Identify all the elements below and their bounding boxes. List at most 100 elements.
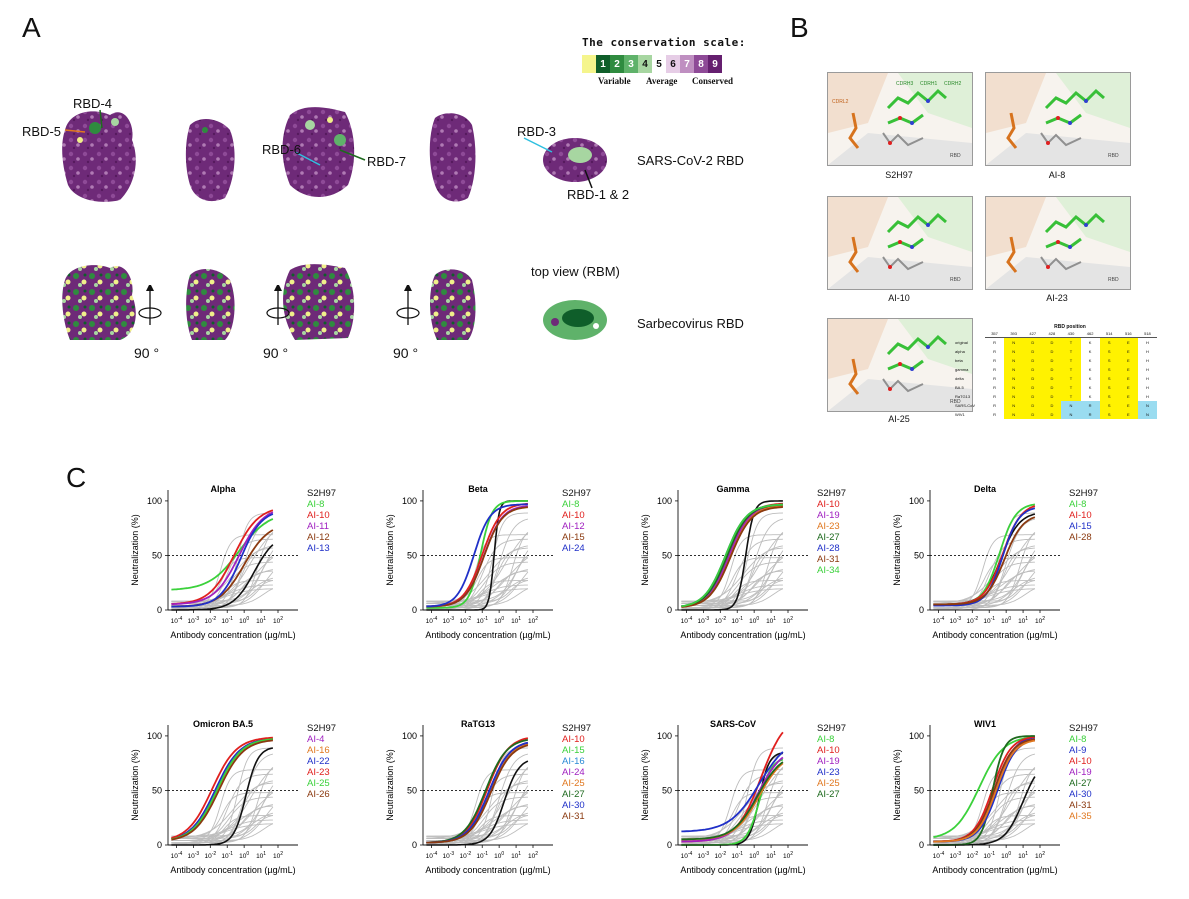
rotate-arrow-icon <box>138 285 162 325</box>
svg-text:CDRH3: CDRH3 <box>896 81 913 87</box>
background-curve <box>933 815 1035 844</box>
legend-entry: AI-30 <box>562 800 585 811</box>
table-cell: E <box>1118 392 1138 401</box>
table-row-header: original <box>955 339 968 345</box>
legend-entry: AI-10 <box>1069 510 1092 521</box>
y-tick-label: 50 <box>662 550 672 560</box>
table-cell: R <box>985 347 1005 356</box>
table-cell: H <box>1137 365 1157 374</box>
table-cell: E <box>1118 383 1138 392</box>
table-row-header: WIV1 <box>955 412 965 417</box>
sars2-rbd-view-2 <box>185 118 235 202</box>
background-curve <box>933 789 1036 839</box>
legend-entry: AI-8 <box>307 499 324 510</box>
scale-insufficient-cell <box>582 55 596 73</box>
x-tick-label: 10-2 <box>204 616 216 625</box>
y-tick-label: 100 <box>147 731 162 741</box>
legend-entry: AI-25 <box>562 778 585 789</box>
sarbeco-rbd-top-view <box>543 300 607 340</box>
neutralization-chart: 0 50 100 10-4 10-3 10-2 10-1 100 101 102 Alpha Anti… <box>100 470 350 645</box>
legend-entry: AI-15 <box>562 745 585 756</box>
legend-entry: AI-16 <box>307 745 330 756</box>
legend-entry: AI-25 <box>307 778 330 789</box>
table-cell: T <box>1061 365 1081 374</box>
legend-entry: AI-16 <box>562 756 585 767</box>
table-cell: S <box>1099 365 1119 374</box>
x-tick-label: 10-4 <box>681 851 693 860</box>
table-cell: D <box>1023 374 1043 383</box>
table-cell: H <box>1137 347 1157 356</box>
x-tick-label: 101 <box>511 616 521 625</box>
rotate-arrow-icon <box>266 285 290 325</box>
table-row-header: gamma <box>955 367 969 372</box>
x-tick-label: 10-1 <box>476 851 488 860</box>
x-axis-label: Antibody concentration (µg/mL) <box>932 865 1057 875</box>
x-tick-label: 10-3 <box>950 851 962 860</box>
neutralization-chart: 0 50 100 10-4 10-3 10-2 10-1 100 101 102 SARS-CoV A… <box>610 705 860 880</box>
series-curve <box>171 739 274 841</box>
background-curve <box>171 785 274 837</box>
table-cell: K <box>1080 337 1100 347</box>
panel-c-letter: C <box>66 462 87 493</box>
rotation-label-2: 90 ° <box>263 345 289 361</box>
legend-entry: AI-31 <box>562 811 585 822</box>
table-cell: K <box>1080 347 1100 356</box>
table-cell: H <box>1137 392 1157 401</box>
table-cell: T <box>1061 337 1081 347</box>
table-col-header: 462 <box>1080 330 1100 338</box>
neutralization-chart: 0 50 100 10-4 10-3 10-2 10-1 100 101 102 Gamma Anti… <box>610 470 860 645</box>
series-curve <box>681 751 784 833</box>
x-tick-label: 10-3 <box>950 616 962 625</box>
legend-entry: AI-22 <box>307 756 330 767</box>
label-rbd-1-2: RBD-1 & 2 <box>567 187 630 202</box>
legend-entry: AI-23 <box>307 767 330 778</box>
chart-title: Beta <box>468 484 489 494</box>
table-col-header: 427 <box>1023 330 1043 338</box>
x-tick-label: 10-2 <box>459 851 471 860</box>
legend-entry: AI-19 <box>817 510 840 521</box>
x-tick-label: 100 <box>239 851 249 860</box>
legend-entry: AI-27 <box>562 789 585 800</box>
legend-entry: AI-10 <box>562 510 585 521</box>
x-tick-label: 10-4 <box>171 616 183 625</box>
sars2-rbd-view-1 <box>62 111 136 202</box>
y-axis-label: Neutralization (%) <box>640 514 650 586</box>
x-tick-label: 102 <box>528 616 538 625</box>
chart-title: Omicron BA.5 <box>193 719 253 729</box>
series-curve <box>681 761 784 841</box>
table-cell: N <box>1004 356 1024 365</box>
table-cell: R <box>1080 410 1100 419</box>
table-row: BA.5 R N D D T K S E H <box>953 383 1157 392</box>
table-cell: H <box>1137 356 1157 365</box>
background-curve <box>426 815 528 844</box>
series-curve <box>171 511 274 606</box>
svg-text:RBD: RBD <box>950 153 961 159</box>
legend-entry: AI-10 <box>307 510 330 521</box>
x-tick-label: 10-4 <box>171 851 183 860</box>
legend-entry: S2H97 <box>1069 488 1098 499</box>
table-row-header: alpha <box>955 349 965 354</box>
table-row: original R N D D T K S E H <box>953 337 1157 347</box>
table-cell: D <box>1042 374 1062 383</box>
x-tick-label: 102 <box>273 616 283 625</box>
x-tick-label: 10-1 <box>983 851 995 860</box>
chart-title: Gamma <box>716 484 750 494</box>
x-axis-label: Antibody concentration (µg/mL) <box>680 630 805 640</box>
legend-entry: AI-8 <box>817 734 834 745</box>
y-tick-label: 50 <box>914 785 924 795</box>
series-curve <box>426 506 529 608</box>
table-cell: T <box>1061 374 1081 383</box>
y-tick-label: 0 <box>157 840 162 850</box>
table-cell: N <box>1061 401 1081 410</box>
x-axis-label: Antibody concentration (µg/mL) <box>170 865 295 875</box>
legend-entry: AI-15 <box>562 532 585 543</box>
table-cell: S <box>1099 374 1119 383</box>
table-row: delta R N D D T K S E H <box>953 374 1157 383</box>
series-curve <box>426 503 528 608</box>
label-sarbeco-rbd: Sarbecovirus RBD <box>637 316 744 331</box>
table-row: SARS-CoV R N D D N R S E N <box>953 401 1157 410</box>
y-axis-label: Neutralization (%) <box>640 749 650 821</box>
table-cell: R <box>985 392 1005 401</box>
table-cell: S <box>1099 347 1119 356</box>
